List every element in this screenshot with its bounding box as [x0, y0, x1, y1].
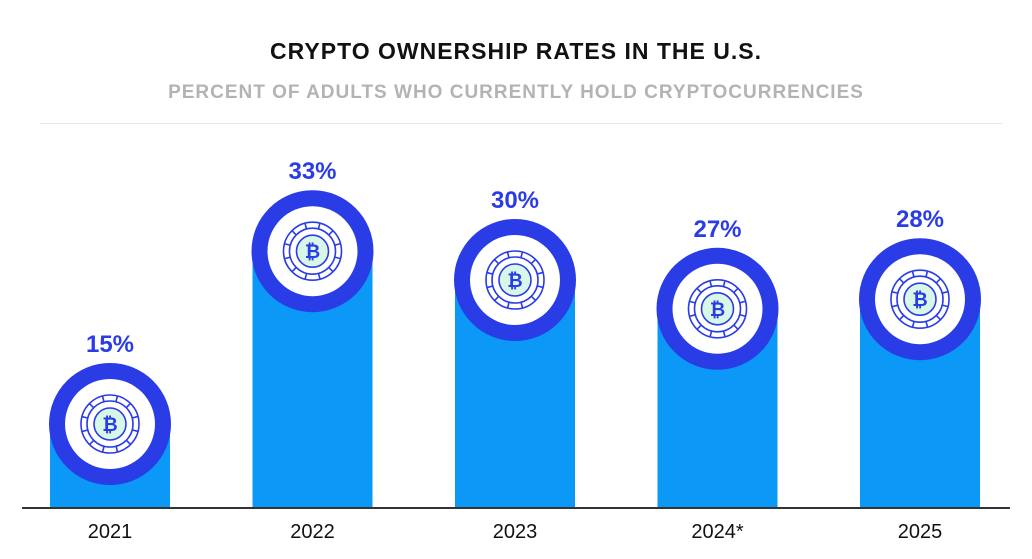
- bitcoin-coin-icon: ₿: [282, 221, 343, 281]
- x-tick-label: 2021: [88, 521, 133, 543]
- bar-group: ₿ 28%: [859, 206, 981, 507]
- bitcoin-coin-icon: ₿: [890, 269, 950, 330]
- x-tick-label: 2022: [290, 521, 335, 543]
- x-tick-label: 2023: [493, 521, 538, 543]
- x-tick-label: 2024*: [691, 521, 743, 543]
- svg-text:₿: ₿: [710, 299, 725, 321]
- svg-text:₿: ₿: [102, 414, 117, 436]
- chart-subtitle: PERCENT OF ADULTS WHO CURRENTLY HOLD CRY…: [168, 82, 864, 103]
- svg-text:₿: ₿: [912, 289, 927, 311]
- svg-text:₿: ₿: [305, 241, 320, 263]
- data-label: 30%: [491, 187, 539, 214]
- bar-group: ₿ 30%: [454, 187, 576, 507]
- data-label: 27%: [693, 216, 741, 243]
- bitcoin-coin-icon: ₿: [687, 278, 748, 339]
- svg-text:₿: ₿: [507, 270, 522, 292]
- bitcoin-coin-icon: ₿: [80, 394, 140, 454]
- bar-group: ₿ 33%: [251, 158, 374, 507]
- bar-group: ₿ 27%: [656, 216, 779, 507]
- divider: [40, 123, 1002, 124]
- data-label: 33%: [288, 158, 336, 185]
- bar-group: ₿ 15%: [49, 331, 171, 507]
- data-label: 15%: [86, 331, 134, 358]
- bitcoin-coin-icon: ₿: [485, 250, 545, 310]
- data-label: 28%: [896, 206, 944, 233]
- chart-title: CRYPTO OWNERSHIP RATES IN THE U.S.: [270, 38, 762, 64]
- x-tick-label: 2025: [898, 521, 943, 543]
